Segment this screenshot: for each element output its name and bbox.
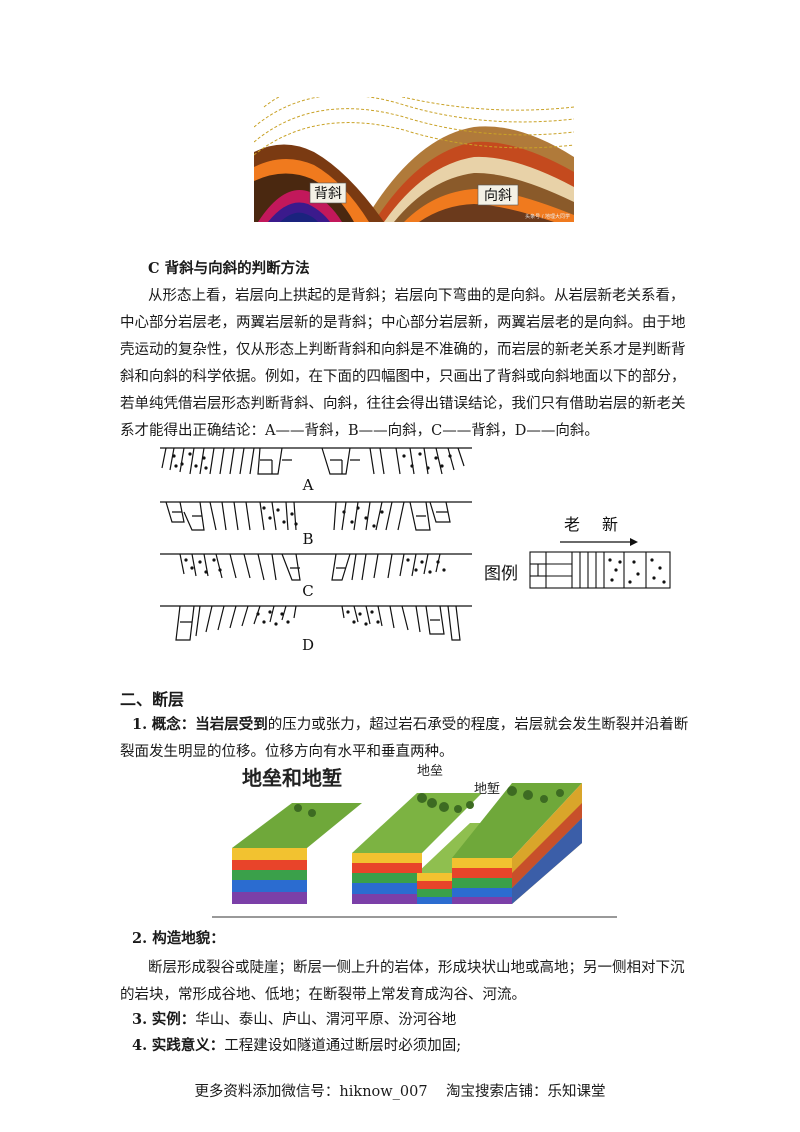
legend-old-label: 老 bbox=[564, 515, 580, 534]
paragraph-line-6: 系才能得出正确结论：A——背斜，B——向斜，C——背斜，D——向斜。 bbox=[120, 423, 599, 439]
item-1-text: 的压力或张力，超过岩石承受的程度，岩层就会发生断裂并沿着断 bbox=[267, 717, 689, 733]
graben-label: 地堑 bbox=[474, 782, 500, 797]
fold-diagram: 背斜 向斜 头条号 / 地理大同学 bbox=[254, 97, 574, 222]
fault-heading: 二、断层 bbox=[120, 690, 185, 709]
watermark: 头条号 / 地理大同学 bbox=[525, 213, 570, 220]
fold-abcd-diagram: A B C D bbox=[160, 447, 472, 654]
label-anticline: 背斜 bbox=[314, 186, 342, 202]
fault-item-4: 4. 实践意义：工程建设如隧道通过断层时必须加固; bbox=[132, 1033, 461, 1059]
label-c: C bbox=[302, 582, 313, 600]
paragraph-line-5: 若单纯凭借岩层形态判断背斜、向斜，往往会得出错误结论，我们只有借助岩层的新老关 bbox=[120, 396, 686, 412]
label-a: A bbox=[302, 476, 314, 494]
section-c-heading: C 背斜与向斜的判断方法 bbox=[148, 260, 310, 277]
horst-label: 地垒 bbox=[417, 764, 443, 779]
item-3-number: 3. bbox=[132, 1011, 148, 1028]
fault-item-3: 3. 实例：华山、泰山、庐山、渭河平原、汾河谷地 bbox=[132, 1007, 456, 1033]
paragraph-line-3: 壳运动的复杂性，仅从形态上判断背斜和向斜是不准确的，而岩层的新老关系才是判断背 bbox=[120, 342, 686, 358]
paragraph-line-1: 从形态上看，岩层向上拱起的是背斜；岩层向下弯曲的是向斜。从岩层新老关系看， bbox=[148, 288, 685, 304]
item-2-line-2: 的岩块，常形成谷地、低地；在断裂带上常发育成沟谷、河流。 bbox=[120, 987, 526, 1003]
item-1-label: 概念：当岩层受到 bbox=[151, 716, 268, 733]
label-syncline: 向斜 bbox=[484, 188, 512, 204]
item-3-label: 实例： bbox=[151, 1011, 196, 1028]
label-d: D bbox=[302, 636, 314, 654]
fault-item-1-line-2: 裂面发生明显的位移。位移方向有水平和垂直两种。 bbox=[120, 744, 454, 760]
fault-item-1: 1. 概念：当岩层受到的压力或张力，超过岩石承受的程度，岩层就会发生断裂并沿着断 bbox=[132, 712, 688, 738]
horst-graben-diagram: 地垒和地堑 地垒 地堑 bbox=[212, 763, 617, 918]
legend-diagram: 老 新 图例 bbox=[484, 515, 671, 589]
label-b: B bbox=[302, 530, 313, 548]
item-1-number: 1. bbox=[132, 716, 148, 733]
legend-new-label: 新 bbox=[602, 515, 618, 534]
page-footer: 更多资料添加微信号：hiknow_007 淘宝搜索店铺：乐知课堂 bbox=[194, 1084, 606, 1100]
paragraph-line-2: 中心部分岩层老，两翼岩层新的是背斜；中心部分岩层新，两翼岩层老的是向斜。由于地 bbox=[120, 315, 686, 331]
paragraph-line-4: 斜和向斜的科学依据。例如，在下面的四幅图中，只画出了背斜或向斜地面以下的部分， bbox=[120, 369, 686, 385]
item-4-text: 工程建设如隧道通过断层时必须加固; bbox=[224, 1038, 462, 1054]
item-2-label: 构造地貌： bbox=[152, 930, 225, 947]
legend-label: 图例 bbox=[484, 564, 518, 584]
item-4-label: 实践意义： bbox=[151, 1037, 225, 1054]
fault-item-2: 2. 构造地貌： bbox=[132, 926, 225, 952]
item-4-number: 4. bbox=[132, 1037, 148, 1054]
item-2-number: 2. bbox=[132, 930, 148, 947]
fault-figure-title: 地垒和地堑 bbox=[242, 766, 342, 790]
item-2-line-1: 断层形成裂谷或陡崖；断层一侧上升的岩体，形成块状山地或高地；另一侧相对下沉 bbox=[148, 960, 685, 976]
item-3-text: 华山、泰山、庐山、渭河平原、汾河谷地 bbox=[195, 1012, 457, 1028]
